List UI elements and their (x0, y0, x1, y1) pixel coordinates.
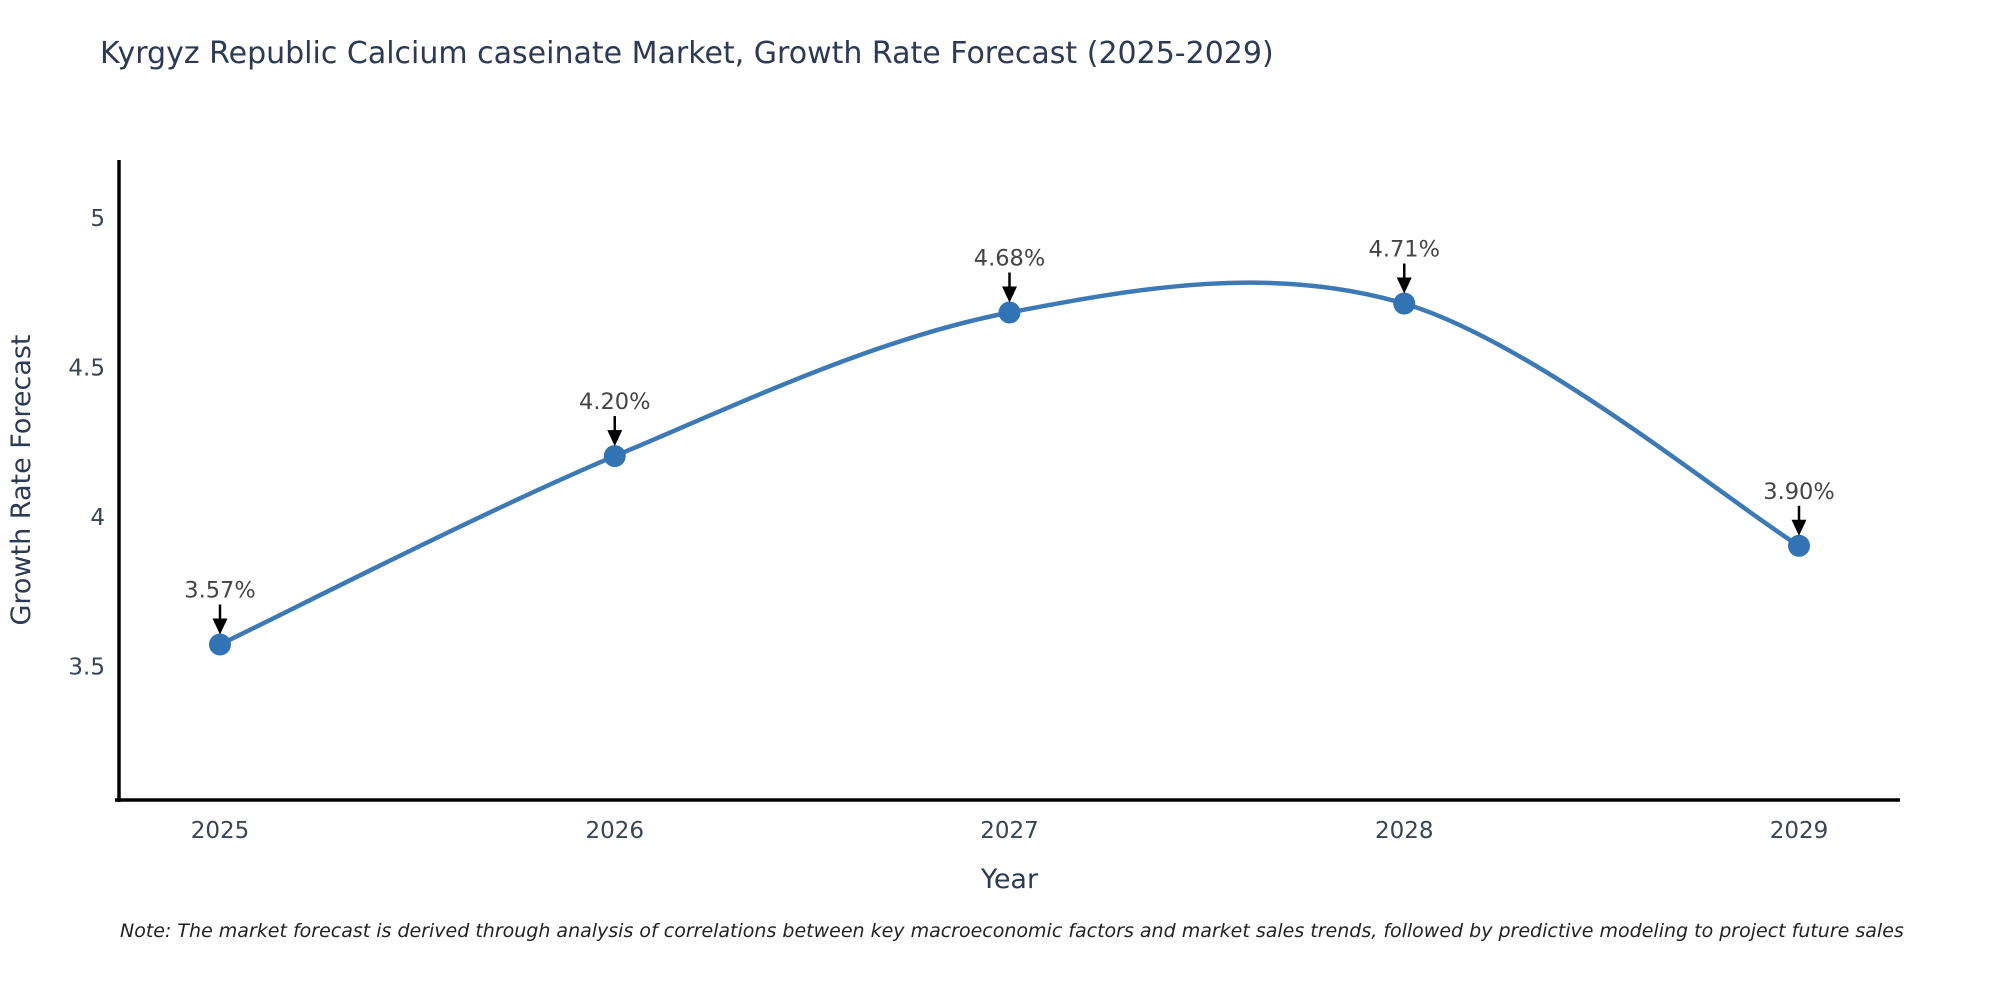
data-point-2025[interactable] (209, 633, 231, 656)
data-point-2029[interactable] (1788, 534, 1810, 557)
chart-title: Kyrgyz Republic Calcium caseinate Market… (100, 36, 1274, 71)
annotation-arrow-head (1002, 286, 1017, 303)
data-point-label: 4.71% (1369, 237, 1440, 263)
annotation-arrow-head (212, 618, 228, 635)
annotation-arrow-head (1396, 277, 1412, 294)
data-point-2026[interactable] (603, 445, 626, 468)
x-tick-label: 2028 (1375, 818, 1434, 844)
data-point-label: 4.20% (579, 389, 650, 415)
growth-rate-line (217, 280, 1802, 647)
data-point-label: 3.90% (1763, 479, 1834, 505)
x-tick-label: 2029 (1770, 818, 1829, 844)
annotation-arrow-head (1791, 519, 1807, 536)
annotation-arrow-head (607, 430, 623, 447)
data-point-2027[interactable] (998, 301, 1021, 324)
x-tick-label: 2025 (191, 818, 250, 844)
data-point-label: 3.57% (184, 577, 255, 603)
data-point-2028[interactable] (1393, 292, 1416, 315)
x-axis-title: Year (980, 864, 1039, 895)
y-tick-label: 5 (90, 206, 105, 232)
chart-footnote: Note: The market forecast is derived thr… (120, 920, 1904, 942)
x-tick-label: 2027 (980, 818, 1039, 844)
data-point-label: 4.68% (974, 246, 1045, 272)
y-tick-label: 4.5 (68, 355, 105, 381)
y-tick-label: 3.5 (68, 654, 105, 680)
y-tick-label: 4 (90, 505, 105, 531)
y-axis-title: Growth Rate Forecast (6, 334, 37, 625)
x-tick-label: 2026 (585, 818, 644, 844)
